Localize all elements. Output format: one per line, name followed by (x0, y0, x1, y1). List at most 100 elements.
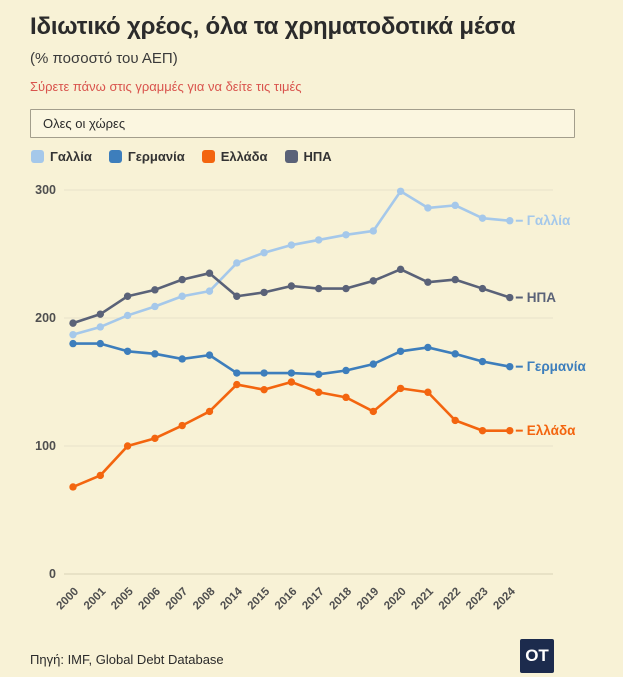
data-point[interactable] (287, 369, 296, 377)
data-point[interactable] (315, 284, 323, 293)
x-tick-label: 2015 (246, 585, 273, 612)
x-tick-label: 2007 (164, 586, 191, 613)
x-tick-label: 2005 (109, 585, 136, 612)
x-tick-label: 2021 (409, 585, 436, 612)
data-point[interactable] (233, 380, 241, 389)
data-point[interactable] (506, 293, 514, 302)
data-point[interactable] (451, 350, 459, 358)
data-point[interactable] (342, 284, 350, 293)
data-point[interactable] (506, 426, 514, 435)
data-point[interactable] (369, 277, 377, 285)
data-point[interactable] (424, 278, 432, 286)
hover-hint: Σύρετε πάνω στις γραμμές για να δείτε τι… (30, 79, 302, 94)
data-point[interactable] (287, 282, 296, 290)
x-tick-label: 2024 (491, 585, 518, 612)
x-tick-label: 2014 (218, 585, 245, 612)
data-point[interactable] (96, 339, 105, 348)
data-point[interactable] (260, 249, 268, 257)
legend-swatch-icon (284, 150, 298, 163)
legend-item-1[interactable]: Γερμανία (108, 149, 185, 164)
data-point[interactable] (396, 187, 405, 195)
page-title: Ιδιωτικό χρέος, όλα τα χρηματοδοτικά μέσ… (30, 13, 516, 40)
data-point[interactable] (342, 366, 350, 375)
legend-label: Ελλάδα (220, 149, 268, 164)
data-point[interactable] (178, 275, 186, 284)
x-tick-label: 2023 (464, 586, 491, 613)
data-point[interactable] (178, 355, 186, 363)
data-point[interactable] (233, 259, 241, 267)
data-point[interactable] (506, 217, 514, 225)
x-tick-label: 2018 (328, 585, 355, 612)
data-point[interactable] (369, 227, 377, 235)
data-point[interactable] (478, 426, 487, 435)
data-point[interactable] (69, 330, 77, 339)
ot-logo: OT (520, 639, 554, 673)
data-point[interactable] (96, 323, 105, 331)
data-point[interactable] (96, 310, 105, 318)
data-point[interactable] (151, 434, 159, 443)
data-point[interactable] (369, 407, 377, 416)
data-point[interactable] (178, 292, 186, 300)
data-point[interactable] (178, 421, 186, 430)
x-tick-label: 2001 (82, 585, 109, 612)
data-point[interactable] (123, 347, 132, 355)
data-point[interactable] (424, 388, 432, 396)
data-point[interactable] (205, 269, 214, 277)
data-point[interactable] (151, 350, 159, 358)
x-tick-label: 2006 (136, 586, 163, 613)
data-point[interactable] (260, 369, 268, 377)
data-point[interactable] (260, 288, 268, 297)
data-point[interactable] (96, 471, 105, 480)
series-line-ΗΠΑ[interactable] (71, 268, 512, 325)
data-point[interactable] (506, 362, 514, 371)
data-point[interactable] (451, 416, 459, 425)
legend-item-3[interactable]: ΗΠΑ (284, 149, 332, 164)
data-point[interactable] (315, 236, 323, 244)
data-point[interactable] (233, 292, 241, 300)
source-note: Πηγή: IMF, Global Debt Database (30, 652, 224, 667)
data-point[interactable] (123, 311, 132, 320)
data-point[interactable] (151, 286, 159, 294)
data-point[interactable] (205, 287, 214, 295)
y-tick-label: 200 (35, 311, 56, 325)
series-end-label: Γερμανία (527, 359, 587, 374)
data-point[interactable] (342, 231, 350, 239)
data-point[interactable] (451, 275, 459, 284)
data-point[interactable] (233, 369, 241, 377)
data-point[interactable] (478, 357, 487, 366)
x-tick-label: 2016 (273, 586, 300, 613)
data-point[interactable] (69, 339, 77, 348)
data-point[interactable] (424, 343, 432, 352)
data-point[interactable] (205, 407, 214, 416)
data-point[interactable] (123, 292, 132, 300)
data-point[interactable] (287, 378, 296, 386)
data-point[interactable] (260, 385, 268, 394)
data-point[interactable] (451, 201, 459, 210)
data-point[interactable] (287, 241, 296, 249)
data-point[interactable] (205, 351, 214, 359)
data-point[interactable] (396, 265, 405, 274)
y-tick-label: 100 (35, 439, 56, 453)
data-point[interactable] (123, 442, 132, 450)
data-point[interactable] (69, 319, 77, 327)
series-end-label: Γαλλία (527, 213, 571, 228)
data-point[interactable] (151, 302, 159, 311)
data-point[interactable] (396, 384, 405, 393)
data-point[interactable] (315, 370, 323, 379)
data-point[interactable] (478, 214, 487, 222)
legend-item-0[interactable]: Γαλλία (31, 149, 92, 164)
data-point[interactable] (369, 360, 377, 368)
data-point[interactable] (315, 388, 323, 396)
x-tick-label: 2020 (382, 586, 409, 613)
data-point[interactable] (424, 204, 432, 212)
data-point[interactable] (69, 483, 77, 491)
data-point[interactable] (396, 347, 405, 355)
legend-item-2[interactable]: Ελλάδα (201, 149, 268, 164)
data-point[interactable] (342, 393, 350, 402)
y-tick-label: 0 (49, 567, 56, 581)
country-select[interactable]: Ολες οι χώρες (30, 109, 575, 138)
series-line-Γαλλία[interactable] (71, 189, 512, 336)
data-point[interactable] (478, 284, 487, 293)
series-line-Ελλάδα[interactable] (71, 380, 512, 489)
